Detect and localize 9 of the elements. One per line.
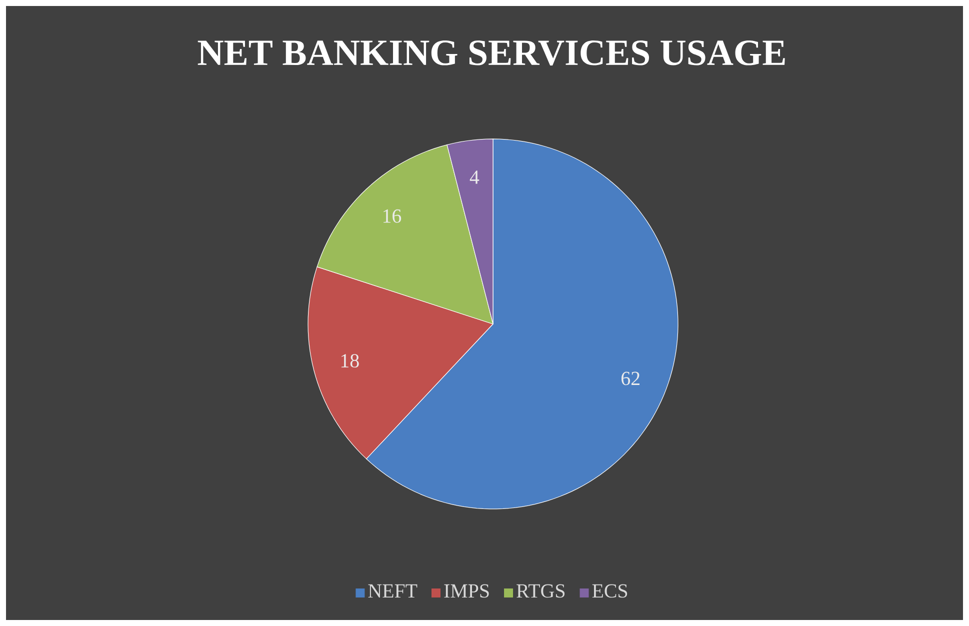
legend-label: RTGS <box>516 584 565 598</box>
data-label: 62 <box>622 372 640 386</box>
data-label: 4 <box>470 170 480 184</box>
legend-label: IMPS <box>444 584 489 598</box>
data-label: 18 <box>341 354 359 368</box>
data-label: 16 <box>383 209 402 223</box>
legend-label: ECS <box>592 584 628 598</box>
chart-title: NET BANKING SERVICES USAGE <box>198 40 785 66</box>
legend-label: NEFT <box>368 584 418 598</box>
